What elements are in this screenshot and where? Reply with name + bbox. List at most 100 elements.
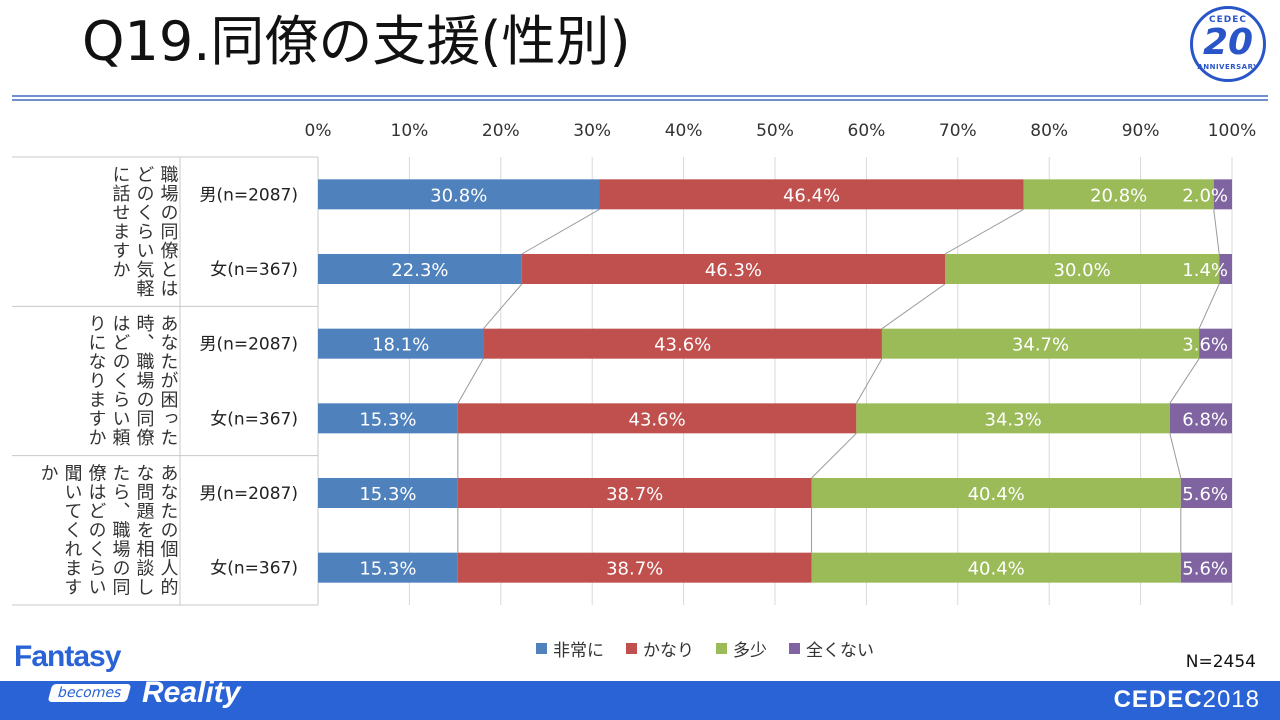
data-label: 5.6%	[1182, 559, 1228, 580]
bar-segment	[483, 328, 882, 359]
series-connector-line	[1213, 209, 1220, 255]
bar-segment	[1180, 552, 1232, 583]
title-divider-top	[12, 95, 1268, 97]
series-connector-line	[521, 208, 600, 255]
data-label: 30.0%	[1054, 260, 1111, 281]
data-label: 15.3%	[359, 484, 416, 505]
bar-segment	[1169, 403, 1232, 434]
legend-label: かなり	[643, 641, 694, 661]
x-tick-label: 100%	[1208, 121, 1257, 141]
data-label: 6.8%	[1182, 409, 1228, 430]
series-connector-line	[855, 358, 883, 404]
footer-cedec-year: 2018	[1202, 686, 1260, 713]
data-label: 1.4%	[1182, 260, 1228, 281]
series-connector-line	[457, 358, 484, 404]
data-label: 38.7%	[606, 559, 663, 580]
data-label: 43.6%	[654, 335, 711, 356]
series-connector-line	[483, 283, 523, 329]
bar-segment	[457, 552, 812, 583]
legend-swatch	[536, 643, 547, 654]
footer-cedec-logo: CEDEC2018	[1114, 686, 1260, 714]
x-tick-label: 20%	[482, 121, 520, 141]
series-connector-line	[811, 432, 857, 479]
x-tick-label: 90%	[1122, 121, 1160, 141]
legend-label: 多少	[733, 641, 767, 661]
data-label: 15.3%	[359, 559, 416, 580]
legend-item: 多少	[716, 636, 767, 661]
data-label: 40.4%	[968, 484, 1025, 505]
bar-segment	[856, 403, 1170, 434]
bar-segment	[318, 328, 484, 359]
cedec-20th-anniversary-logo: CEDEC 20 ANNIVERSARY	[1190, 6, 1266, 82]
footer-band	[0, 681, 1280, 720]
legend-swatch	[789, 643, 800, 654]
question-label-line: に話せますか	[110, 165, 131, 279]
data-label: 15.3%	[359, 409, 416, 430]
data-label: 38.7%	[606, 484, 663, 505]
page-title: Q19.同僚の支援(性別)	[82, 10, 631, 73]
data-label: 20.8%	[1090, 185, 1147, 206]
legend-item: 非常に	[536, 636, 604, 661]
bar-segment	[811, 552, 1181, 583]
badge-top-text: CEDEC	[1209, 15, 1247, 25]
chart-legend: 非常に かなり 多少 全くない	[0, 636, 1280, 661]
bar-segment	[1219, 254, 1232, 284]
row-label: 女(n=367)	[210, 409, 298, 429]
bar-segment	[318, 179, 600, 210]
data-label: 43.6%	[629, 409, 686, 430]
row-label: 男(n=2087)	[199, 335, 298, 355]
data-label: 3.6%	[1182, 335, 1228, 356]
legend-swatch	[716, 643, 727, 654]
data-label: 46.4%	[783, 185, 840, 206]
legend-swatch	[626, 643, 637, 654]
badge-bottom-text: ANNIVERSARY	[1197, 63, 1259, 71]
footer-cedec-name: CEDEC	[1113, 686, 1203, 713]
legend-item: 全くない	[789, 636, 874, 661]
data-label: 22.3%	[391, 260, 448, 281]
question-label-line: 職場の同僚とは	[158, 165, 179, 298]
data-label: 30.8%	[430, 185, 487, 206]
bar-segment	[318, 478, 458, 508]
data-label: 5.6%	[1182, 484, 1228, 505]
bar-segment	[318, 552, 458, 583]
bar-segment	[811, 478, 1181, 508]
legend-label: 非常に	[553, 641, 604, 661]
row-label: 男(n=2087)	[199, 484, 298, 504]
series-connector-line	[944, 208, 1024, 255]
footer-logo-reality: Reality	[142, 676, 241, 709]
bar-segment	[521, 254, 946, 284]
bar-segment	[881, 328, 1200, 359]
question-label-line: たら、職場の同	[110, 464, 131, 597]
series-connector-line	[1169, 358, 1200, 404]
bar-segment	[318, 403, 458, 434]
bar-segment	[1213, 179, 1232, 210]
x-tick-label: 80%	[1030, 121, 1068, 141]
footer-logo-fantasy: Fantasy	[14, 640, 121, 673]
row-label: 女(n=367)	[210, 260, 298, 280]
x-tick-label: 10%	[391, 121, 429, 141]
x-tick-label: 60%	[848, 121, 886, 141]
question-label-line: か	[38, 464, 59, 483]
bar-segment	[1023, 179, 1214, 210]
stacked-bar-chart: 0% 10% 20% 30% 40% 50% 60% 70% 80% 90% 100% 職場の同僚とは…	[12, 121, 1257, 606]
question-label-line: あなたの個人的	[158, 464, 179, 597]
bar-segment	[945, 254, 1220, 284]
data-label: 34.7%	[1012, 335, 1069, 356]
bar-segment	[318, 254, 522, 284]
x-tick-label: 40%	[665, 121, 703, 141]
bar-segment	[599, 179, 1024, 210]
row-label: 女(n=367)	[210, 559, 298, 579]
x-tick-label: 50%	[756, 121, 794, 141]
bar-segment	[1180, 478, 1232, 508]
question-label-line: 時、職場の同僚	[134, 314, 155, 447]
question-label-line: な問題を相談し	[134, 464, 155, 597]
legend-item: かなり	[626, 636, 694, 661]
question-label-line: 僚はどのくらい	[86, 464, 107, 597]
x-tick-label: 30%	[573, 121, 611, 141]
legend-label: 全くない	[806, 641, 874, 661]
question-label-line: りになりますか	[86, 314, 107, 447]
question-label-line: はどのくらい頼	[110, 314, 131, 447]
question-label-line: 聞いてくれます	[62, 464, 83, 597]
data-label: 2.0%	[1182, 185, 1228, 206]
x-tick-label: 0%	[305, 121, 332, 141]
